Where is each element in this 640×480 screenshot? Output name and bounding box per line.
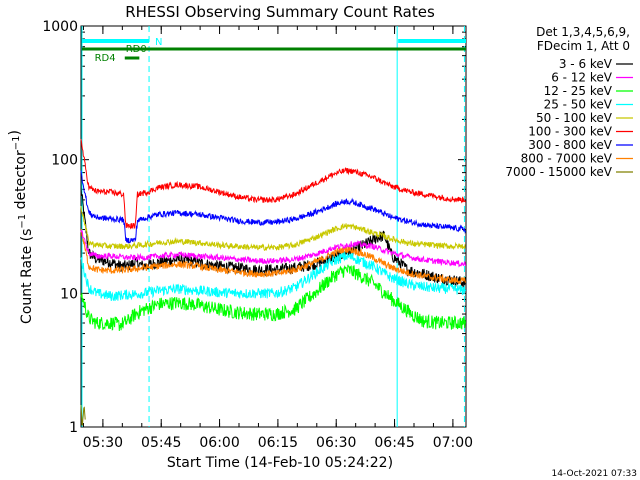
x-tick-label: 05:45 bbox=[141, 435, 181, 451]
x-tick-label: 05:30 bbox=[83, 435, 123, 451]
legend-header: FDecim 1, Att 0 bbox=[537, 39, 630, 53]
x-tick-label: 06:45 bbox=[374, 435, 414, 451]
chart-title: RHESSI Observing Summary Count Rates bbox=[125, 3, 435, 21]
y-tick-label: 100 bbox=[51, 153, 78, 169]
series-line bbox=[80, 229, 466, 268]
legend-entry-label: 6 - 12 keV bbox=[551, 71, 613, 85]
series-line bbox=[80, 228, 466, 285]
series-line bbox=[80, 404, 86, 426]
series-line bbox=[80, 251, 466, 302]
legend-entry-label: 12 - 25 keV bbox=[544, 84, 613, 98]
data-series bbox=[80, 138, 466, 426]
series-line bbox=[80, 170, 466, 244]
legend-entry-label: 300 - 800 keV bbox=[528, 138, 612, 152]
x-tick-label: 06:00 bbox=[199, 435, 239, 451]
y-axis-label: Count Rate (s−1 detector−1) bbox=[7, 130, 35, 324]
y-tick-label: 1000 bbox=[42, 19, 78, 35]
overlay-label-n: N bbox=[155, 37, 162, 48]
vertical-markers bbox=[81, 26, 465, 427]
overlay-label-rd4: RD4 bbox=[95, 53, 116, 64]
legend-entry-label: 3 - 6 keV bbox=[559, 57, 613, 71]
x-axis-label: Start Time (14-Feb-10 05:24:22) bbox=[167, 455, 393, 471]
legend-entry-label: 800 - 7000 keV bbox=[521, 152, 613, 166]
legend-entry-label: 25 - 50 keV bbox=[544, 98, 613, 112]
axis-ticks: 05:30 05:45 06:00 06:15 06:30 06:45 07:00 1 10 10… bbox=[42, 19, 473, 451]
x-tick-label: 06:30 bbox=[316, 435, 356, 451]
plot-frame bbox=[80, 25, 467, 428]
series-line bbox=[80, 187, 466, 288]
legend-entry-label: 7000 - 15000 keV bbox=[505, 165, 612, 179]
y-tick-label: 10 bbox=[60, 286, 78, 302]
x-tick-label: 06:15 bbox=[258, 435, 298, 451]
series-line bbox=[80, 264, 466, 332]
legend-entry-label: 50 - 100 keV bbox=[536, 111, 613, 125]
overlay-label-rd0: RD0 bbox=[126, 44, 147, 55]
legend-entry-label: 100 - 300 keV bbox=[528, 125, 612, 139]
status-overlays: N RD0 RD4 bbox=[82, 37, 466, 64]
footer-timestamp: 14-Oct-2021 07:33 bbox=[552, 469, 637, 479]
legend: Det 1,3,4,5,6,9,FDecim 1, Att 0 3 - 6 keV… bbox=[505, 25, 633, 179]
y-tick-label: 1 bbox=[69, 420, 78, 436]
series-line bbox=[80, 206, 466, 252]
series-line bbox=[80, 138, 466, 230]
legend-header: Det 1,3,4,5,6,9, bbox=[536, 25, 630, 39]
x-tick-label: 07:00 bbox=[433, 435, 473, 451]
